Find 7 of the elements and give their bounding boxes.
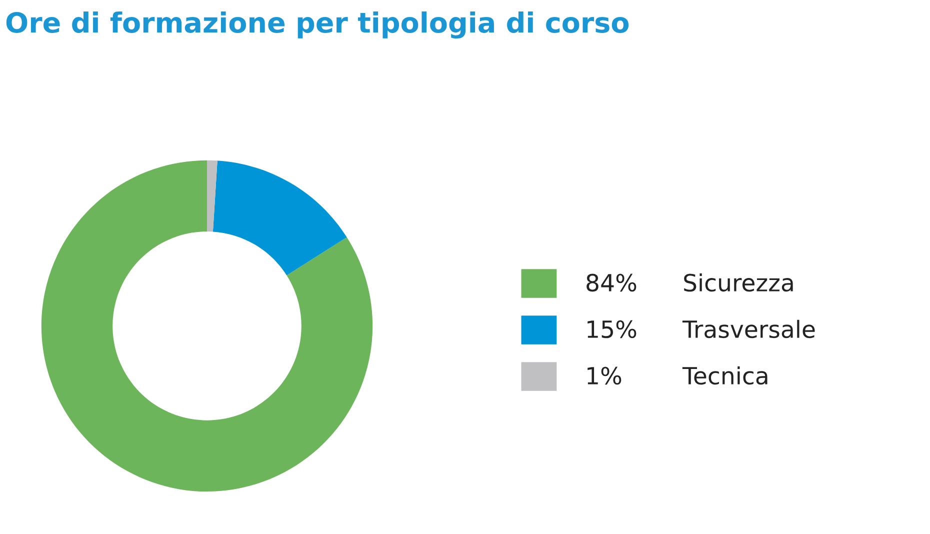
legend-label: 1% Tecnica <box>588 366 768 385</box>
donut-slice <box>212 160 347 276</box>
donut-slice <box>41 160 373 492</box>
donut-slice <box>207 160 218 232</box>
legend-label: 84% Sicurezza <box>586 273 793 292</box>
chart-title: Ore di formazione per tipologia di corso <box>6 11 629 39</box>
legend-label: 15% Trasversale <box>588 320 815 338</box>
